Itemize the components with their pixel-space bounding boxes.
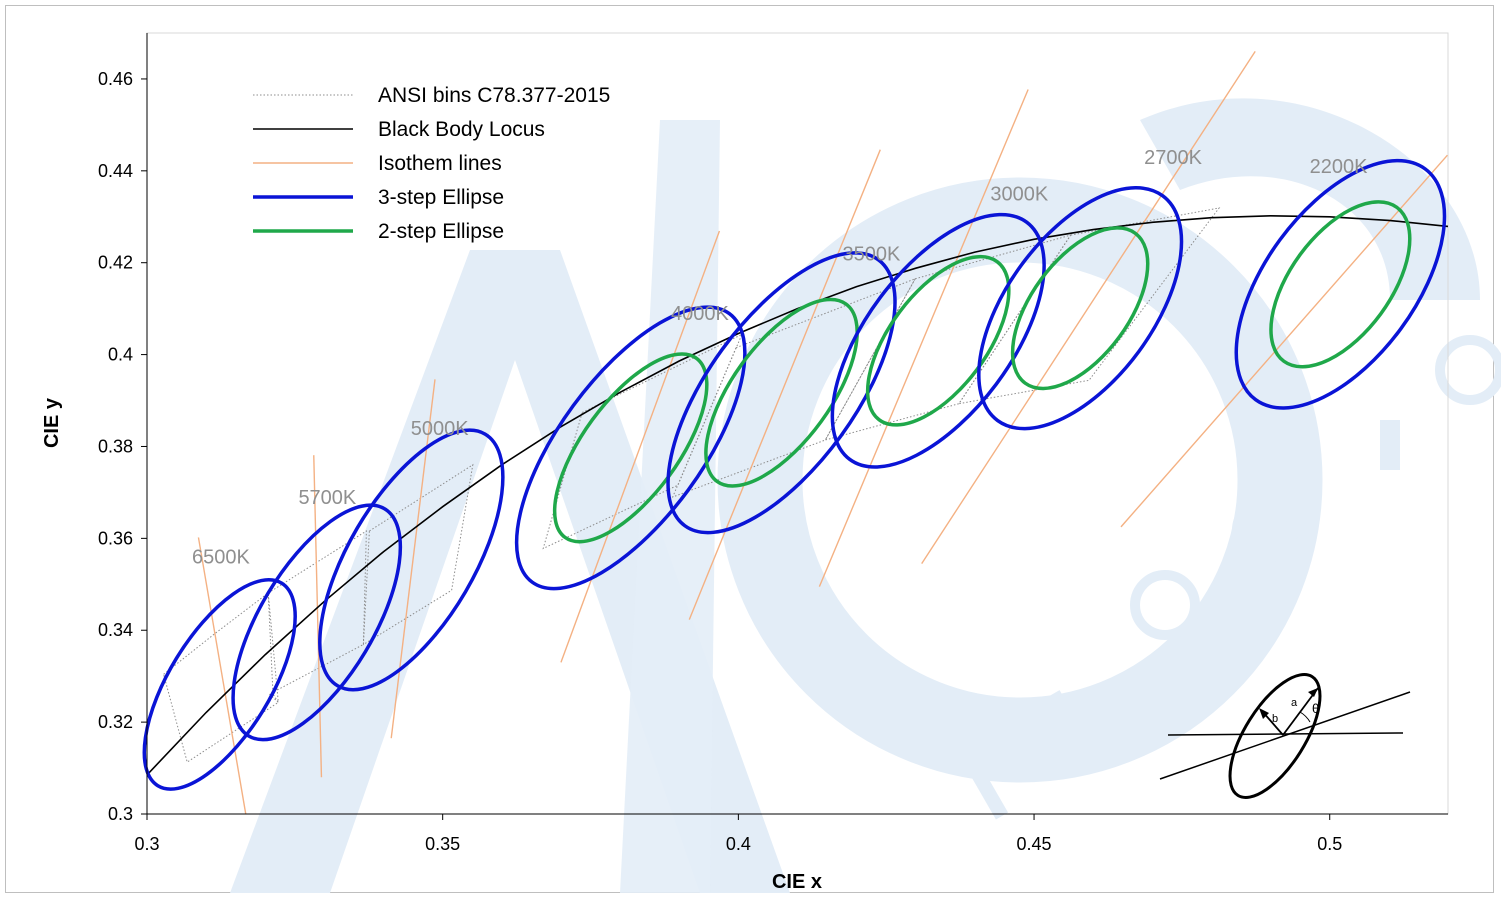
isotherm-2700k <box>921 50 1256 565</box>
cct-label-4000k: 4000K <box>671 303 729 325</box>
isotherm-5000k <box>390 379 436 739</box>
axes: 0.3 0.35 0.4 0.45 0.5 0.3 0.32 0.34 0.36 0.38 0.4… <box>41 33 1448 893</box>
ellipse-2-step-3500k <box>704 297 859 488</box>
cct-label-3000k: 3000K <box>990 184 1048 206</box>
x-tick-label: 0.45 <box>1017 834 1052 854</box>
inset-a-arrowhead <box>1308 688 1318 697</box>
isotherm-lines-layer <box>197 50 1448 815</box>
isotherm-2200k <box>1120 154 1448 528</box>
y-tick-label: 0.4 <box>108 345 133 365</box>
legend: ANSI bins C78.377-2015 Black Body Locus … <box>253 84 610 243</box>
cct-label-5700k: 5700K <box>298 487 356 509</box>
y-tick-label: 0.46 <box>98 69 133 89</box>
ellipse-3-step-5700k <box>231 503 403 742</box>
inset-label-theta: θ <box>1312 701 1319 716</box>
ansi-bin-3000k <box>824 234 1072 441</box>
ellipse-3-step-3000k <box>830 212 1046 469</box>
y-ticks: 0.3 0.32 0.34 0.36 0.38 0.4 0.42 0.44 0.46 <box>98 69 147 824</box>
legend-label-3-step-ellipse: 3-step Ellipse <box>378 186 504 209</box>
legend-label-isotherm-lines: Isothem lines <box>378 152 502 175</box>
x-tick-label: 0.3 <box>134 834 159 854</box>
y-tick-label: 0.42 <box>98 253 133 273</box>
legend-label-2-step-ellipse: 2-step Ellipse <box>378 220 504 243</box>
inset-label-b: b <box>1272 713 1278 725</box>
y-tick-label: 0.32 <box>98 712 133 732</box>
isotherm-4000k <box>560 230 721 663</box>
x-axis-title: CIE x <box>772 871 822 893</box>
ellipse-3-step-2200k <box>1234 158 1447 410</box>
inset-b-arrowhead <box>1259 708 1269 719</box>
ellipses-layer <box>142 158 1447 791</box>
ansi-bins-layer <box>163 207 1221 763</box>
ellipse-parameter-inset: a b θ <box>1159 673 1411 799</box>
ellipse-2-step-2700k <box>1010 226 1150 391</box>
isotherm-5700k <box>313 455 323 778</box>
isotherm-6500k <box>197 537 247 815</box>
y-tick-label: 0.3 <box>108 804 133 824</box>
inset-ellipse <box>1228 673 1322 799</box>
inset-a-arrow <box>1282 687 1319 736</box>
x-tick-label: 0.35 <box>425 834 460 854</box>
inset-theta-arc <box>1299 711 1311 723</box>
cct-label-3500k: 3500K <box>842 243 900 265</box>
ellipse-2-step-3000k <box>865 254 1011 427</box>
cct-label-6500k: 6500K <box>192 547 250 569</box>
x-ticks: 0.3 0.35 0.4 0.45 0.5 <box>134 814 1342 854</box>
legend-label-ansi-bins: ANSI bins C78.377-2015 <box>378 84 610 107</box>
y-tick-label: 0.34 <box>98 620 133 640</box>
ellipse-3-step-5000k <box>318 428 505 692</box>
inset-major-axis-line <box>1159 691 1411 780</box>
ellipse-3-step-4000k <box>514 305 747 591</box>
x-tick-label: 0.5 <box>1317 834 1342 854</box>
isotherm-3500k <box>688 149 881 620</box>
y-tick-label: 0.36 <box>98 528 133 548</box>
inset-horizontal-axis <box>1167 732 1404 736</box>
legend-label-black-body-locus: Black Body Locus <box>378 118 545 141</box>
ansi-bin-6500k <box>163 592 279 763</box>
ellipse-3-step-6500k <box>142 578 297 791</box>
cct-label-2200k: 2200K <box>1310 156 1368 178</box>
inset-label-a: a <box>1291 697 1298 709</box>
cct-label-5000k: 5000K <box>411 418 469 440</box>
ellipse-2-step-2200k <box>1269 200 1412 369</box>
ellipse-3-step-3500k <box>666 251 897 535</box>
cct-labels-layer: 6500K 5700K 5000K 4000K 3500K 3000K 2700K 2200K <box>192 147 1368 569</box>
y-tick-label: 0.44 <box>98 161 133 181</box>
x-tick-label: 0.4 <box>726 834 751 854</box>
isotherm-3000k <box>818 89 1029 587</box>
ansi-bin-5000k <box>362 463 474 646</box>
cct-label-2700k: 2700K <box>1144 147 1202 169</box>
ellipse-3-step-2700k <box>977 186 1184 431</box>
y-axis-title: CIE y <box>41 397 63 448</box>
y-tick-label: 0.38 <box>98 436 133 456</box>
